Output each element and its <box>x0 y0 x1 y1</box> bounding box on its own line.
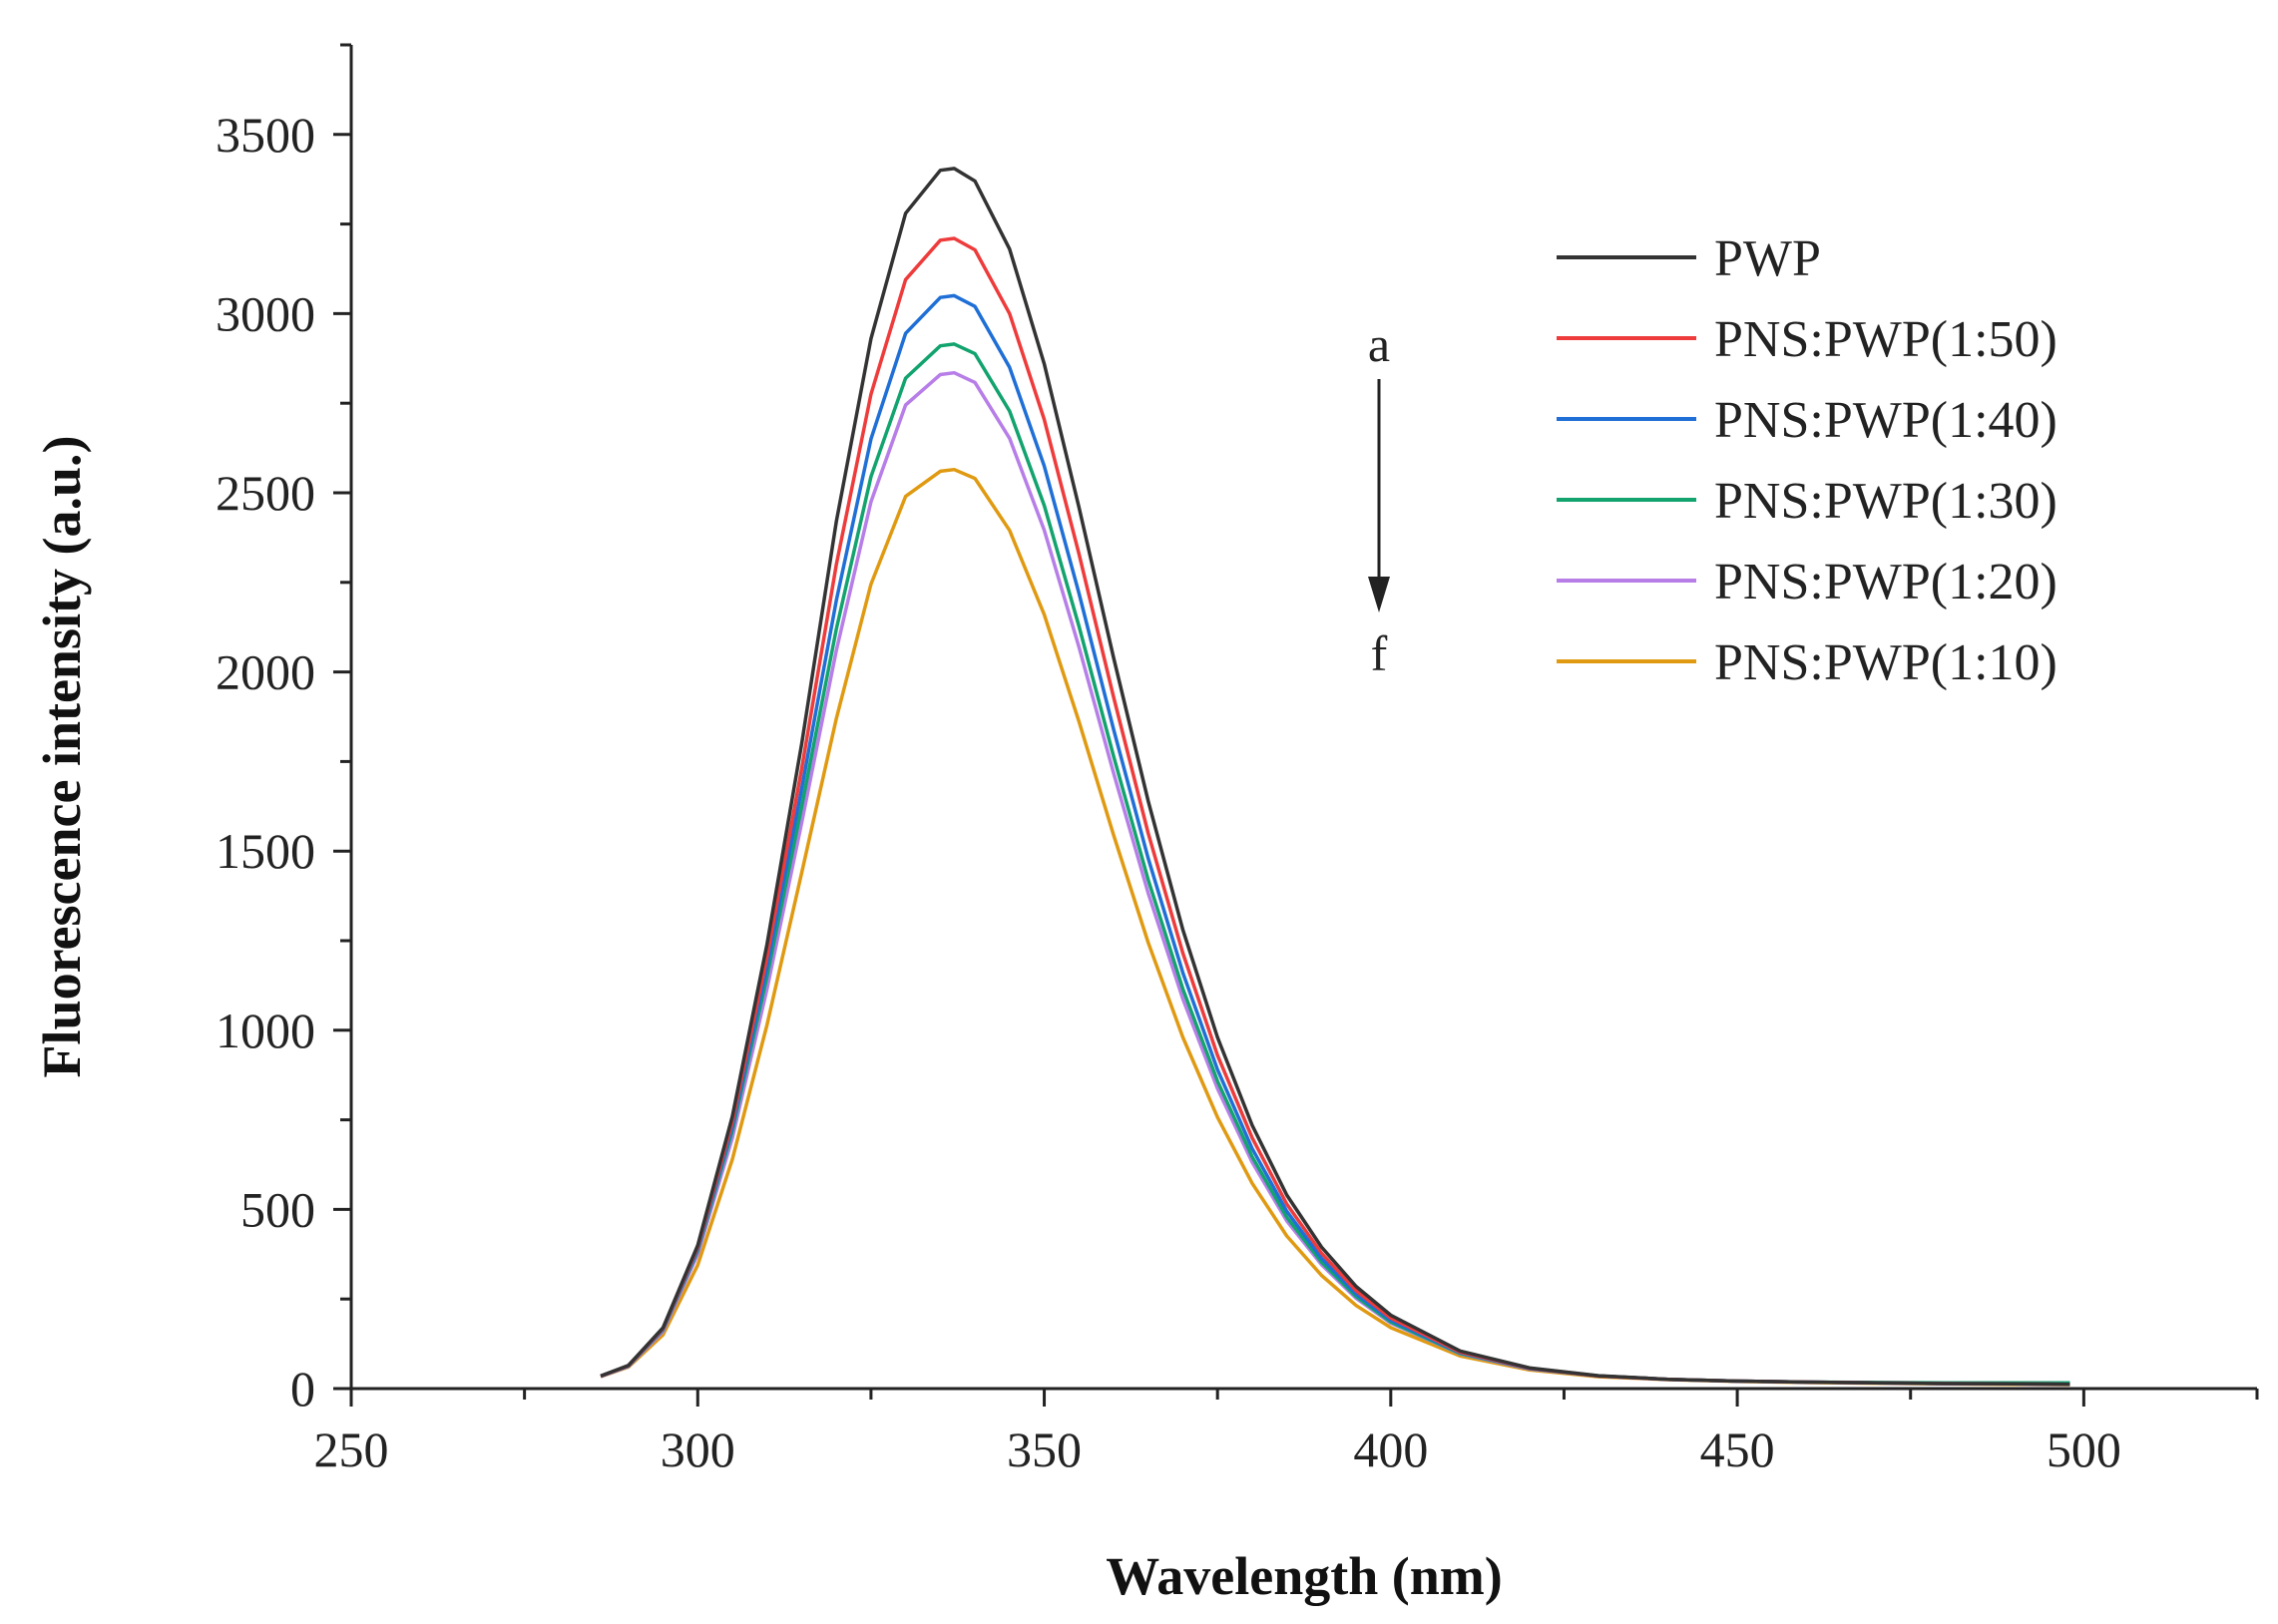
y-tick-label: 1000 <box>216 1003 315 1058</box>
plot-lines <box>600 167 2070 1387</box>
annotation-end-label: f <box>1371 625 1388 681</box>
x-axis-title: Wavelength (nm) <box>1106 1546 1503 1606</box>
y-tick-label: 2000 <box>216 644 315 700</box>
legend-label-6: PNS:PWP(1:10) <box>1714 634 2057 691</box>
legend-label-2: PNS:PWP(1:50) <box>1714 311 2057 368</box>
y-tick-label: 500 <box>240 1181 315 1237</box>
annotation-arrow: af <box>1368 316 1390 681</box>
y-axis-title: Fluorescence intensity (a.u.) <box>32 436 92 1078</box>
series-line-3 <box>600 293 2070 1387</box>
x-tick-label: 300 <box>661 1421 735 1477</box>
legend-label-1: PWP <box>1714 230 1821 287</box>
y-tick-label: 0 <box>290 1361 315 1417</box>
x-tick-label: 500 <box>2047 1421 2121 1477</box>
y-tick-label: 3000 <box>216 285 315 341</box>
annotation-start-label: a <box>1368 316 1390 372</box>
axes: 250 300 350 400 450 500 0 500 1000 1500 2000 2500 30… <box>216 43 2259 1477</box>
annotation-arrowhead <box>1368 577 1390 612</box>
legend-label-3: PNS:PWP(1:40) <box>1714 392 2057 449</box>
legend-label-5: PNS:PWP(1:20) <box>1714 554 2057 610</box>
legend: PWP PNS:PWP(1:50) PNS:PWP(1:40) PNS:PWP(1:3… <box>1557 230 2057 691</box>
series-line-1 <box>600 167 2070 1387</box>
x-tick-label: 450 <box>1700 1421 1775 1477</box>
x-tick-label: 400 <box>1353 1421 1428 1477</box>
y-tick-label: 2500 <box>216 465 315 521</box>
x-tick-label: 350 <box>1007 1421 1082 1477</box>
y-tick-label: 3500 <box>216 107 315 163</box>
x-tick-label: 250 <box>314 1421 389 1477</box>
y-tick-label: 1500 <box>216 823 315 879</box>
legend-label-4: PNS:PWP(1:30) <box>1714 473 2057 530</box>
